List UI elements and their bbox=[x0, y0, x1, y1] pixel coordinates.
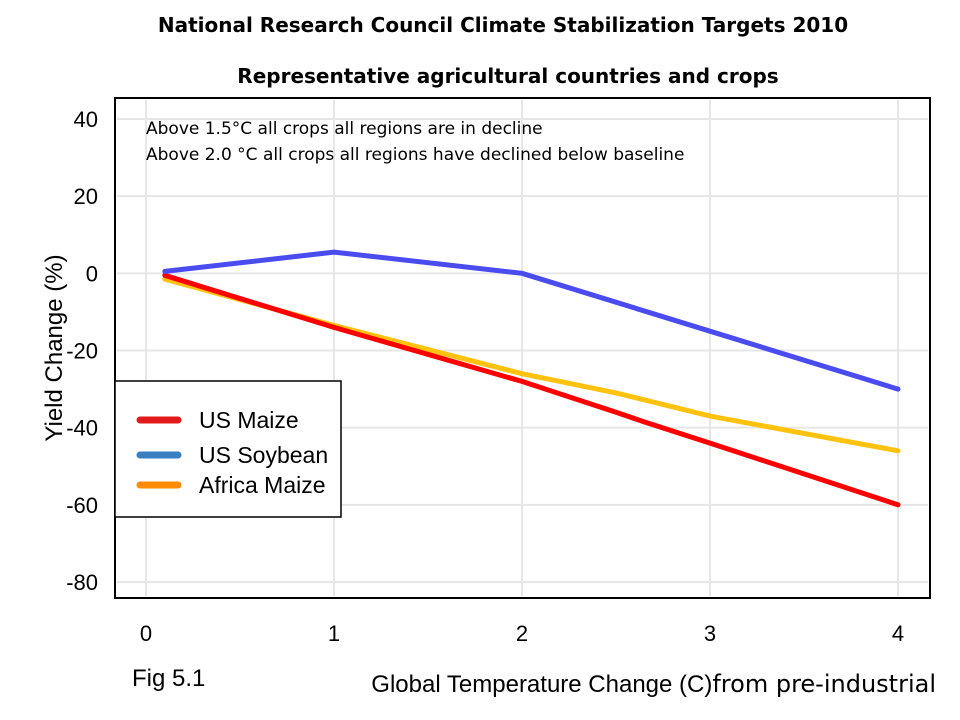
series-line-us-soybean bbox=[162, 249, 901, 392]
y-tick-label: -60 bbox=[66, 493, 98, 518]
legend-label: US Maize bbox=[199, 407, 299, 433]
chart-title: National Research Council Climate Stabil… bbox=[158, 13, 848, 37]
legend-label: Africa Maize bbox=[199, 472, 326, 498]
y-axis-ticks: 40 20 0 -20 -40 -60 -80 bbox=[66, 107, 98, 595]
y-tick-label: -80 bbox=[66, 570, 98, 595]
series-lines bbox=[162, 249, 901, 508]
x-axis-label-main: Global Temperature Change (C) bbox=[371, 671, 712, 698]
annotation-2: Above 2.0 °C all crops all regions have … bbox=[146, 145, 684, 165]
x-tick-label: 0 bbox=[140, 621, 152, 646]
y-tick-label: 0 bbox=[86, 261, 98, 286]
x-tick-label: 1 bbox=[328, 621, 340, 646]
gridlines bbox=[117, 100, 928, 596]
figure-caption: Fig 5.1 bbox=[132, 665, 205, 692]
annotation-1: Above 1.5°C all crops all regions are in… bbox=[146, 119, 543, 139]
series-line-us-maize bbox=[162, 272, 901, 508]
plot-frame bbox=[114, 97, 931, 599]
y-tick-label: -40 bbox=[66, 416, 98, 441]
legend-label: US Soybean bbox=[199, 442, 328, 468]
y-tick-label: 20 bbox=[74, 184, 98, 209]
chart-subtitle: Representative agricultural countries an… bbox=[237, 64, 778, 88]
x-tick-label: 4 bbox=[892, 621, 904, 646]
y-tick-label: -20 bbox=[66, 339, 98, 364]
x-tick-label: 3 bbox=[704, 621, 716, 646]
x-axis-ticks: 0 1 2 3 4 bbox=[140, 621, 904, 646]
y-axis-label: Yield Change (%) bbox=[41, 254, 68, 441]
legend: US Maize US Soybean Africa Maize bbox=[136, 407, 328, 498]
legend-box bbox=[114, 380, 342, 518]
x-axis-label-suffix: from pre-industrial bbox=[712, 670, 936, 698]
y-tick-label: 40 bbox=[74, 107, 98, 132]
x-axis-label: Global Temperature Change (C)from pre-in… bbox=[371, 670, 936, 698]
x-tick-label: 2 bbox=[516, 621, 528, 646]
